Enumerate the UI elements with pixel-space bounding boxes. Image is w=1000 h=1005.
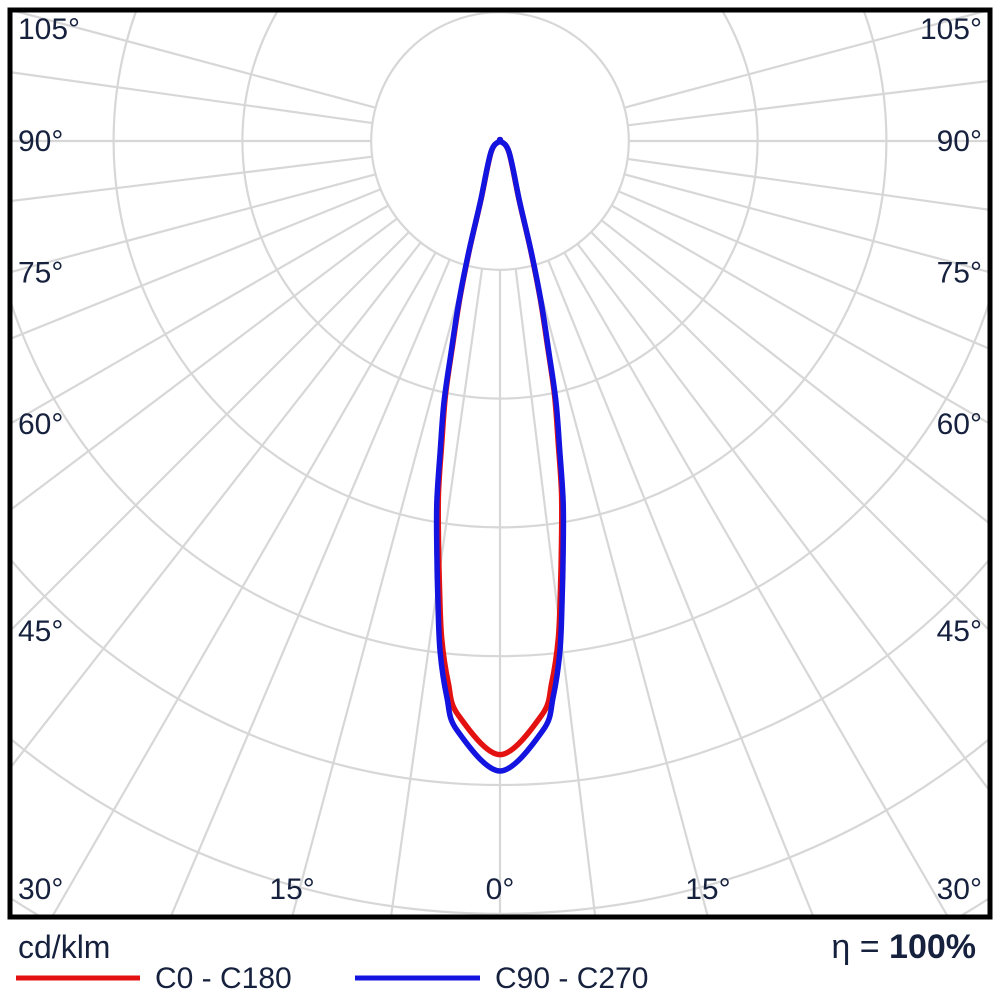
svg-text:45°: 45° <box>18 615 63 648</box>
svg-text:30°: 30° <box>18 873 63 906</box>
svg-text:η = 100%: η = 100% <box>831 928 976 966</box>
svg-text:105°: 105° <box>920 13 982 46</box>
svg-text:75°: 75° <box>937 256 982 289</box>
svg-text:75°: 75° <box>18 256 63 289</box>
svg-text:C90 - C270: C90 - C270 <box>495 962 648 995</box>
svg-text:105°: 105° <box>18 13 80 46</box>
svg-text:30°: 30° <box>937 873 982 906</box>
svg-text:60°: 60° <box>18 408 63 441</box>
svg-text:C0 - C180: C0 - C180 <box>155 962 292 995</box>
svg-text:15°: 15° <box>269 873 314 906</box>
svg-text:15°: 15° <box>685 873 730 906</box>
svg-text:90°: 90° <box>18 125 63 158</box>
svg-text:45°: 45° <box>937 615 982 648</box>
svg-text:0°: 0° <box>486 873 515 906</box>
svg-text:90°: 90° <box>937 125 982 158</box>
svg-text:60°: 60° <box>937 408 982 441</box>
svg-text:cd/klm: cd/klm <box>18 929 110 965</box>
